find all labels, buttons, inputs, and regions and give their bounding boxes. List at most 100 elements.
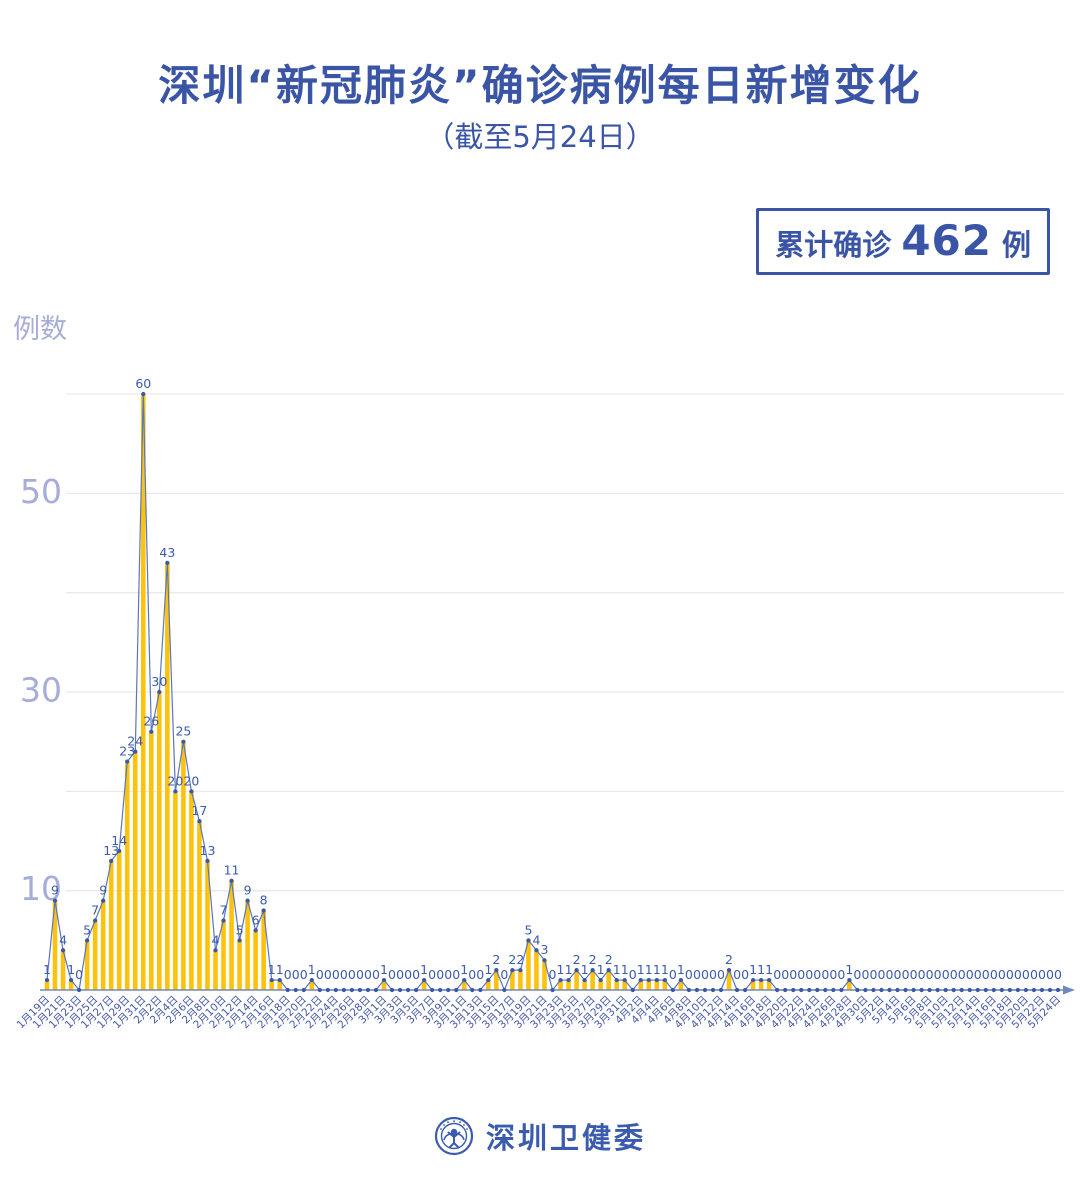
page-subtitle: （截至5月24日） — [425, 120, 655, 154]
data-point — [574, 968, 579, 973]
data-point — [590, 968, 595, 973]
value-label: 0 — [404, 967, 412, 982]
value-label: 9 — [244, 883, 252, 898]
data-point — [141, 391, 146, 397]
data-point — [510, 968, 515, 973]
data-point — [454, 987, 459, 993]
data-point — [157, 689, 162, 695]
bar — [614, 980, 619, 990]
badge-unit: 例 — [1001, 228, 1031, 262]
value-label: 0 — [894, 967, 902, 982]
data-point — [470, 987, 475, 993]
value-label: 0 — [284, 967, 292, 982]
value-label: 1 — [597, 962, 605, 977]
data-point — [165, 560, 170, 565]
value-label: 8 — [260, 893, 268, 908]
value-label: 0 — [685, 967, 693, 982]
value-label: 25 — [175, 724, 191, 739]
value-label: 0 — [918, 967, 926, 982]
bar — [60, 950, 66, 990]
data-point — [109, 858, 114, 863]
cumulative-total-badge: 累计确诊 462 例 — [756, 208, 1050, 275]
footer: 深圳卫健委 — [0, 1106, 1080, 1166]
value-label: 0 — [372, 967, 380, 982]
data-point — [389, 987, 395, 993]
data-point — [550, 987, 555, 993]
bar — [44, 980, 50, 990]
bar — [108, 860, 114, 990]
bar — [213, 950, 218, 990]
data-point — [373, 987, 379, 993]
value-label: 0 — [773, 967, 781, 982]
value-label: 0 — [1054, 967, 1062, 982]
data-point — [317, 987, 322, 993]
data-point — [341, 987, 346, 993]
bar — [189, 791, 194, 990]
value-label: 1 — [581, 962, 589, 977]
data-point — [807, 987, 812, 993]
value-label: 0 — [837, 967, 845, 982]
data-point — [630, 987, 635, 993]
data-points-group — [44, 391, 1061, 993]
value-label: 0 — [292, 967, 300, 982]
value-label: 1 — [276, 962, 284, 977]
data-point — [245, 898, 250, 903]
bar — [181, 741, 186, 990]
data-point — [269, 977, 274, 983]
value-label: 0 — [701, 967, 709, 982]
data-point — [333, 987, 338, 993]
value-label: 5 — [83, 922, 91, 937]
data-point — [325, 987, 330, 993]
data-point — [1031, 987, 1037, 993]
value-label: 1 — [653, 962, 661, 977]
value-label: 0 — [805, 967, 813, 982]
data-point — [959, 987, 964, 993]
data-point — [871, 987, 876, 993]
value-label: 26 — [143, 714, 159, 729]
value-label: 4 — [212, 932, 220, 947]
value-label: 1 — [661, 962, 669, 977]
bar — [638, 980, 644, 990]
data-point — [526, 938, 531, 943]
data-point — [879, 987, 884, 993]
bar — [116, 850, 122, 990]
data-point — [694, 987, 700, 993]
bar — [542, 960, 547, 990]
bar — [766, 980, 772, 990]
value-label: 0 — [1046, 967, 1054, 982]
bar — [309, 980, 315, 990]
data-point — [413, 987, 419, 993]
data-point — [943, 987, 948, 993]
x-axis-arrow — [1063, 985, 1075, 995]
bar — [750, 980, 756, 990]
data-point — [1023, 987, 1029, 993]
data-point — [951, 987, 956, 993]
data-point — [125, 759, 130, 764]
data-point — [357, 987, 363, 993]
data-point — [710, 987, 716, 993]
data-point — [911, 987, 916, 993]
data-point — [229, 878, 234, 883]
bar — [157, 692, 162, 990]
value-label: 0 — [1006, 967, 1014, 982]
value-label: 60 — [135, 376, 151, 391]
bar — [205, 860, 210, 990]
value-label: 0 — [468, 967, 476, 982]
data-point — [438, 987, 443, 993]
data-point — [285, 987, 290, 993]
value-label: 13 — [103, 843, 119, 858]
data-point — [670, 987, 675, 993]
bar — [229, 880, 234, 990]
bar — [381, 980, 387, 990]
value-label: 1 — [749, 962, 757, 977]
value-label: 2 — [605, 952, 613, 967]
bar — [261, 910, 266, 990]
value-label: 0 — [926, 967, 934, 982]
bar — [100, 900, 106, 990]
data-point — [149, 729, 154, 734]
shenzhen-health-commission-logo-icon — [434, 1116, 474, 1156]
value-label: 1 — [621, 962, 629, 977]
value-label: 4 — [532, 932, 540, 947]
data-point — [847, 977, 852, 983]
value-label: 1 — [308, 962, 316, 977]
